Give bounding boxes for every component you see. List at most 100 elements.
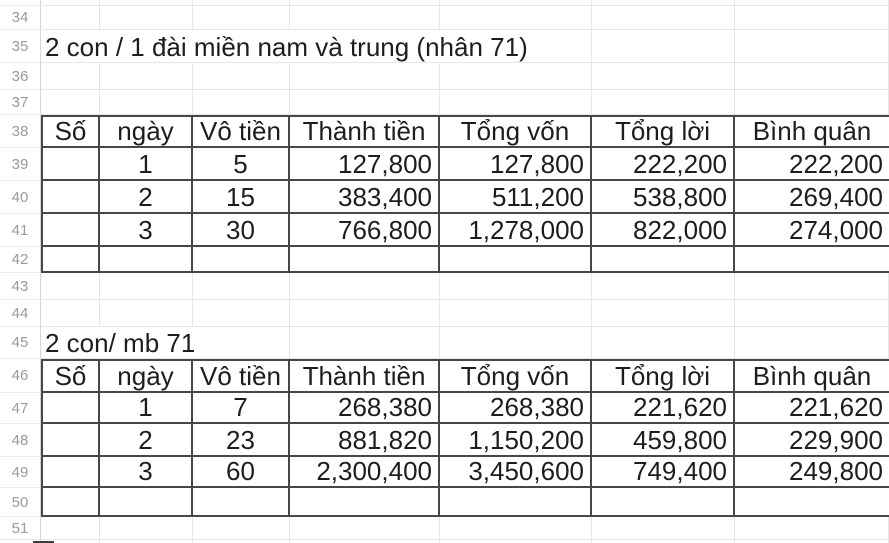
cell[interactable] [100,247,193,273]
cell[interactable] [41,181,100,214]
t1-header-cell-vo-tien[interactable]: Vô tiền [193,115,290,148]
t2-header-cell-so[interactable]: Số [41,359,100,393]
cell[interactable] [100,63,193,90]
cell[interactable] [41,393,100,424]
cell[interactable] [735,517,889,540]
cell[interactable]: 15 [193,181,290,214]
cell[interactable]: 511,200 [440,181,592,214]
cell[interactable] [290,517,440,540]
cell[interactable] [592,327,735,359]
cell[interactable]: 60 [193,457,290,488]
cell[interactable]: 30 [193,214,290,247]
cell[interactable]: 249,800 [735,457,889,488]
cell[interactable] [290,247,440,273]
cell[interactable]: 1,150,200 [440,424,592,457]
cell[interactable]: 229,900 [735,424,889,457]
cell[interactable]: 1 [100,148,193,181]
t1-header-cell-tong-von[interactable]: Tổng vốn [440,115,592,148]
cell[interactable]: 269,400 [735,181,889,214]
cell[interactable] [100,488,193,517]
row-header-51[interactable]: 51 [0,517,41,540]
t2-header-cell-tong-loi[interactable]: Tổng lời [592,359,735,393]
cell[interactable] [193,90,290,115]
cell[interactable] [193,300,290,327]
cell[interactable] [100,90,193,115]
cell[interactable] [193,273,290,300]
cell[interactable] [100,6,193,30]
cell[interactable] [290,273,440,300]
cell[interactable] [41,247,100,273]
cell[interactable]: 222,200 [592,148,735,181]
cell[interactable] [592,30,735,63]
t2-header-cell-tong-von[interactable]: Tổng vốn [440,359,592,393]
cell[interactable] [193,247,290,273]
cell[interactable] [592,488,735,517]
cell[interactable]: 383,400 [290,181,440,214]
cell[interactable]: 23 [193,424,290,457]
cell[interactable] [41,488,100,517]
row-header-48[interactable]: 48 [0,424,41,457]
cell[interactable] [735,6,889,30]
row-header-38[interactable]: 38 [0,115,41,148]
cell[interactable]: 459,800 [592,424,735,457]
t2-header-cell-binh-quan[interactable]: Bình quân [735,359,889,393]
row-header-47[interactable]: 47 [0,393,41,424]
t1-header-cell-ngay[interactable]: ngày [100,115,193,148]
cell[interactable]: 3,450,600 [440,457,592,488]
row-header-44[interactable]: 44 [0,300,41,327]
cell[interactable]: 7 [193,393,290,424]
cell[interactable]: 2,300,400 [290,457,440,488]
cell[interactable] [193,488,290,517]
row-header-42[interactable]: 42 [0,247,41,273]
t1-header-cell-so[interactable]: Số [41,115,100,148]
cell[interactable] [41,273,100,300]
cell[interactable] [440,247,592,273]
cell[interactable] [735,247,889,273]
cell[interactable] [592,517,735,540]
cell[interactable] [290,63,440,90]
t1-header-cell-tong-loi[interactable]: Tổng lời [592,115,735,148]
cell[interactable]: 127,800 [440,148,592,181]
row-header-43[interactable]: 43 [0,273,41,300]
cell[interactable] [735,90,889,115]
cell[interactable] [440,6,592,30]
cell[interactable]: 881,820 [290,424,440,457]
cell[interactable]: 749,400 [592,457,735,488]
cell[interactable] [290,300,440,327]
cell[interactable] [193,63,290,90]
cell[interactable] [100,300,193,327]
section2-title-cell[interactable]: 2 con/ mb 71 [41,327,290,359]
cell[interactable]: 268,380 [290,393,440,424]
cell[interactable]: 127,800 [290,148,440,181]
t1-header-cell-thanh-tien[interactable]: Thành tiền [290,115,440,148]
cell[interactable] [440,273,592,300]
row-header-50[interactable]: 50 [0,488,41,517]
cell[interactable] [592,6,735,30]
cell[interactable] [290,90,440,115]
t2-header-cell-ngay[interactable]: ngày [100,359,193,393]
cell[interactable] [41,214,100,247]
cell[interactable] [290,327,440,359]
cell[interactable] [735,63,889,90]
row-header-39[interactable]: 39 [0,148,41,181]
cell[interactable] [41,6,100,30]
cell[interactable] [592,273,735,300]
cell[interactable] [100,273,193,300]
cell[interactable] [592,63,735,90]
cell[interactable]: 766,800 [290,214,440,247]
cell[interactable]: 221,620 [592,393,735,424]
row-header-37[interactable]: 37 [0,90,41,115]
row-header-34[interactable]: 34 [0,6,41,30]
cell[interactable] [193,517,290,540]
t2-header-cell-thanh-tien[interactable]: Thành tiền [290,359,440,393]
cell[interactable]: 1 [100,393,193,424]
cell[interactable] [592,300,735,327]
cell[interactable]: 1,278,000 [440,214,592,247]
row-header-49[interactable]: 49 [0,457,41,488]
t2-header-cell-vo-tien[interactable]: Vô tiền [193,359,290,393]
cell[interactable]: 822,000 [592,214,735,247]
cell[interactable] [290,6,440,30]
cell[interactable] [735,273,889,300]
cell[interactable]: 221,620 [735,393,889,424]
t1-header-cell-binh-quan[interactable]: Bình quân [735,115,889,148]
